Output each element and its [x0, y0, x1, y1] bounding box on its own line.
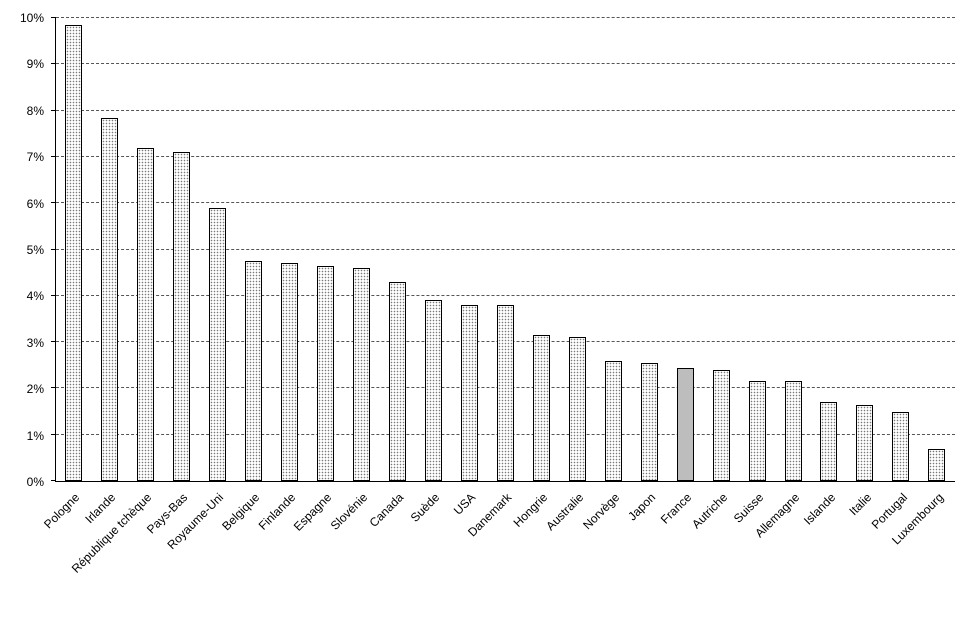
- y-axis-tick: [51, 387, 56, 389]
- bar-slot: [344, 18, 380, 481]
- y-axis-tick: [51, 480, 56, 481]
- gridline: [56, 248, 955, 250]
- gridline: [56, 17, 955, 18]
- bar: [353, 268, 371, 481]
- y-axis-tick: [51, 109, 56, 111]
- bar-slot: [631, 18, 667, 481]
- bar-slot: [416, 18, 452, 481]
- y-axis-tick: [51, 433, 56, 435]
- bar: [173, 152, 191, 481]
- bar-slot: [559, 18, 595, 481]
- bar-slot: [667, 18, 703, 481]
- bar-slot: [380, 18, 416, 481]
- gridline: [56, 294, 955, 296]
- bar-slot: [595, 18, 631, 481]
- bar-slot: [92, 18, 128, 481]
- y-axis-tick: [51, 63, 56, 65]
- y-tick-label: 6%: [26, 196, 44, 211]
- y-axis-tick: [51, 202, 56, 204]
- x-axis-labels: Pologne Irlande République tchèque Pays-Bas…: [41, 483, 955, 605]
- bar-slot: [919, 18, 955, 481]
- bar: [389, 281, 407, 481]
- bar-slot: [523, 18, 559, 481]
- bar: [712, 369, 730, 481]
- bars-container: [56, 18, 955, 481]
- gridline: [56, 109, 955, 111]
- bar-slot: [236, 18, 272, 481]
- y-tick-label: 3%: [26, 335, 44, 350]
- bar: [317, 265, 335, 481]
- bar-slot: [272, 18, 308, 481]
- bar-slot: [811, 18, 847, 481]
- bar-slot: [703, 18, 739, 481]
- bar-slot: [775, 18, 811, 481]
- bar: [460, 305, 478, 481]
- y-axis-tick: [51, 294, 56, 296]
- y-axis-tick: [51, 155, 56, 157]
- bar-slot: [164, 18, 200, 481]
- bar-slot: [308, 18, 344, 481]
- bar-slot: [451, 18, 487, 481]
- bar-slot: [847, 18, 883, 481]
- bar: [820, 402, 838, 481]
- bar: [425, 300, 442, 481]
- bar: [784, 381, 802, 481]
- y-axis-tick: [51, 17, 56, 18]
- bar: [856, 404, 874, 481]
- bar: [209, 207, 227, 481]
- bar: [928, 448, 946, 481]
- bar: [604, 360, 622, 481]
- y-tick-label: 2%: [26, 382, 44, 397]
- y-axis-tick: [51, 248, 56, 250]
- y-axis-tick: [51, 341, 56, 343]
- bar: [568, 337, 586, 481]
- y-tick-label: 4%: [26, 289, 44, 304]
- bar-chart: 0% 1% 2% 3% 4% 5% 6% 7% 8% 9% 10% Pologne Irlande Ré…: [0, 12, 955, 605]
- bar: [65, 24, 83, 481]
- bar: [892, 411, 910, 481]
- bar-slot: [739, 18, 775, 481]
- y-tick-label: 7%: [26, 150, 44, 165]
- gridline: [56, 63, 955, 65]
- bar: [748, 381, 766, 481]
- y-tick-label: 10%: [19, 11, 44, 25]
- gridline: [56, 202, 955, 204]
- bar-slot: [56, 18, 92, 481]
- y-tick-label: 5%: [26, 243, 44, 257]
- y-tick-label: 1%: [26, 428, 44, 443]
- y-tick-label: 0%: [26, 475, 44, 489]
- bar: [532, 335, 550, 481]
- gridline: [56, 155, 955, 157]
- bar-highlighted: [676, 367, 694, 481]
- bar: [640, 362, 658, 481]
- bar: [496, 305, 514, 481]
- bar: [137, 147, 155, 481]
- plot-area: [51, 17, 955, 482]
- bar-slot: [200, 18, 236, 481]
- y-tick-label: 8%: [26, 103, 44, 118]
- y-axis-labels: 0% 1% 2% 3% 4% 5% 6% 7% 8% 9% 10%: [0, 12, 50, 488]
- bar-slot: [128, 18, 164, 481]
- bar: [245, 261, 263, 481]
- bar-slot: [487, 18, 523, 481]
- bar: [281, 263, 299, 481]
- bar-slot: [883, 18, 919, 481]
- bar: [101, 117, 119, 481]
- y-tick-label: 9%: [26, 57, 44, 72]
